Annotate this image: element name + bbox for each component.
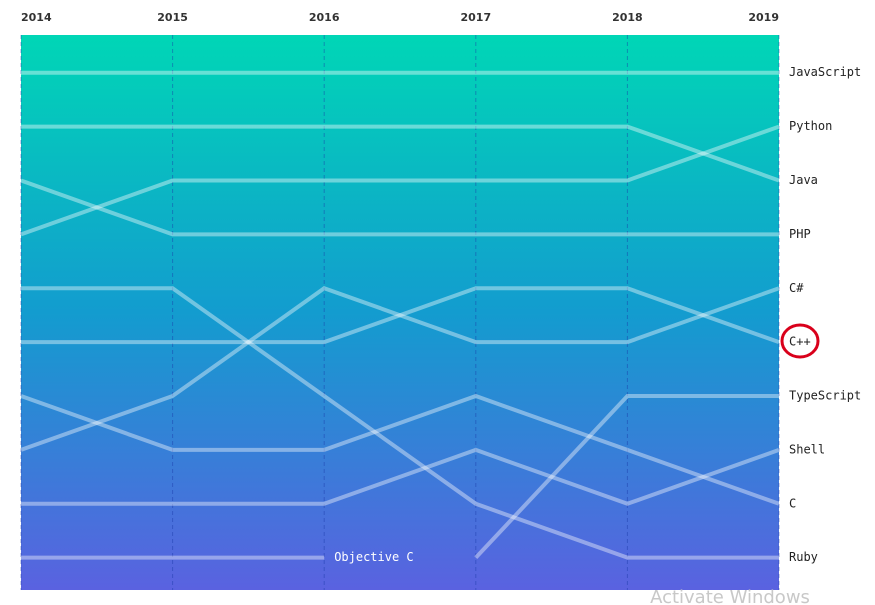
series-line (21, 447, 780, 506)
x-tick-label: 2014 (21, 11, 52, 24)
x-tick-label: 2019 (748, 11, 779, 24)
series-line (20, 178, 779, 237)
series-label: C# (789, 281, 804, 295)
x-tick-label: 2016 (309, 11, 340, 24)
series-label: C (789, 496, 796, 510)
series-line (21, 124, 780, 183)
x-tick-label: 2017 (460, 11, 491, 24)
watermark: Activate Windows (650, 587, 810, 605)
series-label: C++ (789, 335, 811, 349)
series-line (474, 394, 779, 560)
series-label: TypeScript (789, 389, 861, 403)
grid (20, 35, 780, 590)
lines (20, 70, 780, 560)
highlight-circle (780, 323, 820, 359)
series-line (21, 286, 779, 560)
series-line (20, 393, 780, 506)
series-label: PHP (789, 227, 811, 241)
series-label: Shell (789, 442, 825, 456)
labels: JavaScript Python Java PHP C# C++ TypeScript Sh… (334, 65, 861, 564)
series-line (21, 286, 780, 345)
plot-background (21, 35, 779, 590)
x-tick-label: 2018 (612, 11, 643, 24)
series-label: Python (789, 119, 832, 133)
x-tick-label: 2015 (157, 11, 188, 24)
series-label: Objective C (334, 550, 413, 564)
series-label: Java (789, 173, 818, 187)
series-line (20, 124, 780, 237)
series-label: Ruby (789, 550, 818, 564)
series-label: JavaScript (789, 65, 861, 79)
series-line (20, 286, 780, 452)
